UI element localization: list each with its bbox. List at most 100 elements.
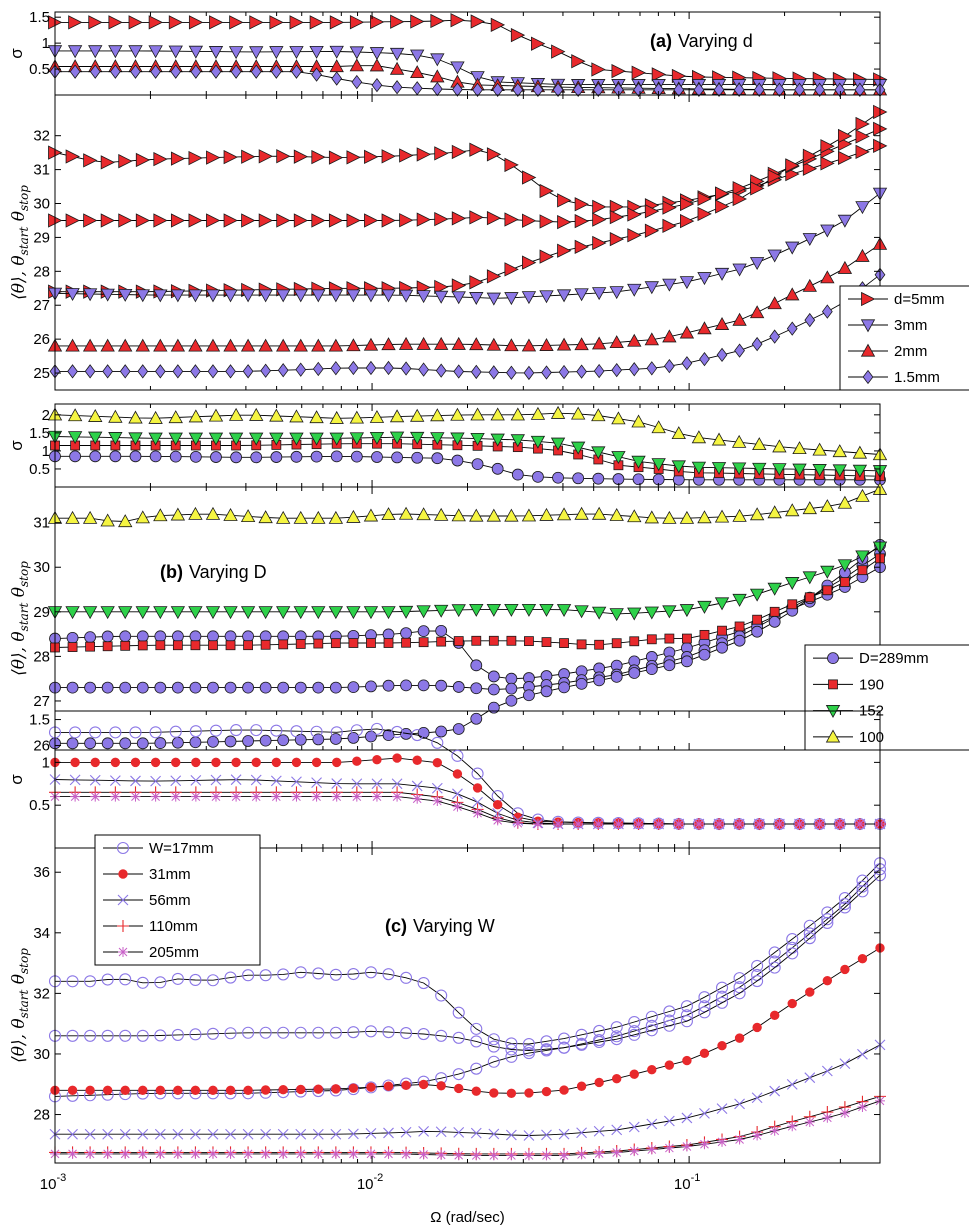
data-point-c-theta-1-0-35 — [664, 1060, 675, 1070]
panel-b-sigma-plot: 0.511.52 σ — [7, 403, 888, 488]
data-point-b-theta-0-1-10 — [224, 681, 237, 694]
data-point-a-theta-1-0-1 — [65, 288, 80, 301]
data-point-c-theta-4-0-41 — [769, 1125, 780, 1136]
data-point-a-theta-0-1-30 — [574, 213, 589, 229]
data-point-b-theta-1-0-6 — [155, 640, 166, 651]
data-point-b-theta-2-0-4 — [118, 606, 133, 620]
data-point-b-theta-0-1-9 — [207, 681, 219, 694]
data-point-c-theta-0-0-10 — [224, 971, 237, 984]
data-point-c-theta-0-0-6 — [154, 976, 167, 989]
data-point-b-theta-2-0-17 — [346, 606, 361, 620]
data-point-c-sigma-1-0-16 — [372, 754, 382, 765]
data-point-a-sigma-3-0-9 — [230, 64, 242, 79]
data-point-a-theta-1-0-28 — [539, 290, 554, 304]
data-point-c-theta-2-0-2 — [84, 1128, 96, 1140]
data-point-a-theta-2-0-37 — [697, 321, 712, 335]
data-point-b-theta-2-0-3 — [100, 606, 115, 620]
data-point-c-sigma-1-0-22 — [492, 800, 503, 810]
data-point-c-theta-0-1-10 — [224, 1027, 237, 1040]
data-point-b-theta-3-0-33 — [627, 509, 642, 523]
data-point-a-theta-0-0-45 — [837, 150, 853, 166]
data-point-c-theta-0-2-23 — [452, 1068, 465, 1081]
series-b-theta-0 — [49, 539, 886, 750]
data-point-a-theta-1-0-2 — [82, 288, 98, 302]
data-point-a-sigma-3-0-4 — [130, 64, 141, 79]
data-point-c-theta-0-1-8 — [189, 1028, 202, 1041]
data-point-b-sigma-2-0-32 — [691, 461, 707, 475]
data-point-b-theta-0-2-26 — [505, 694, 518, 707]
data-point-b-theta-2-0-40 — [749, 588, 765, 602]
data-point-a-theta-0-1-26 — [504, 212, 519, 227]
data-point-c-sigma-4-0-24 — [532, 819, 543, 830]
ytick-label-b-sigma-0: 0.5 — [29, 461, 50, 478]
ytick-label-a-theta-4: 29 — [33, 229, 50, 246]
data-point-c-theta-1-0-20 — [401, 1080, 411, 1091]
data-point-b-theta-0-1-22 — [435, 679, 448, 692]
data-point-a-sigma-0-0-1 — [68, 15, 83, 30]
data-point-b-sigma-3-0-39 — [832, 444, 847, 458]
data-point-c-theta-0-1-25 — [487, 1040, 500, 1053]
data-point-b-sigma-0-0-1 — [69, 450, 82, 463]
data-point-c-sigma-0-0-18 — [411, 728, 424, 742]
data-point-c-sigma-2-0-7 — [190, 775, 202, 786]
data-point-c-theta-4-0-36 — [681, 1141, 692, 1152]
data-point-a-theta-0-1-6 — [153, 213, 168, 228]
data-point-c-theta-4-0-22 — [436, 1149, 447, 1160]
data-point-b-theta-3-0-38 — [714, 509, 730, 523]
data-point-c-theta-0-0-7 — [171, 972, 184, 985]
data-point-b-theta-0-0-20 — [400, 627, 412, 639]
data-point-a-theta-2-0-6 — [153, 338, 168, 352]
data-point-b-sigma-2-0-11 — [269, 432, 284, 446]
series-line-a-theta-0-1 — [55, 128, 881, 223]
data-point-a-theta-1-0-38 — [714, 267, 730, 281]
data-point-c-sigma-0-0-5 — [149, 726, 162, 739]
data-point-c-sigma-0-0-17 — [391, 725, 404, 739]
data-point-b-sigma-2-0-28 — [611, 451, 626, 465]
data-point-c-theta-1-0-43 — [805, 987, 815, 997]
data-point-a-theta-0-1-32 — [609, 209, 625, 225]
ytick-label-c-sigma-2: 1.5 — [29, 712, 50, 729]
legend-label-b-3: 100 — [859, 729, 884, 746]
data-point-b-theta-3-0-43 — [802, 501, 817, 515]
data-point-c-sigma-0-0-3 — [109, 726, 122, 739]
data-point-a-theta-0-2-36 — [680, 213, 695, 229]
data-point-a-theta-0-2-45 — [837, 128, 853, 144]
data-point-b-theta-1-0-9 — [208, 640, 218, 651]
data-point-c-sigma-4-0-7 — [190, 791, 201, 802]
data-point-a-sigma-2-0-17 — [389, 61, 405, 75]
data-point-b-theta-0-2-6 — [154, 737, 167, 749]
data-point-c-sigma-4-0-21 — [472, 808, 483, 819]
data-point-b-theta-1-0-46 — [857, 565, 868, 576]
data-point-b-sigma-3-0-38 — [812, 442, 827, 456]
data-point-c-theta-4-0-46 — [857, 1101, 868, 1112]
panel-annotation-text-b: Varying D — [189, 562, 267, 582]
data-point-b-theta-1-0-35 — [664, 633, 675, 644]
data-point-a-sigma-3-0-14 — [331, 71, 343, 86]
data-point-b-sigma-3-0-5 — [148, 410, 163, 424]
ytick-label-b-sigma-3: 2 — [42, 407, 50, 424]
legend-marker-a-2 — [860, 343, 876, 357]
data-point-b-theta-1-0-27 — [524, 636, 534, 647]
series-line-c-theta-3-0 — [55, 1095, 881, 1155]
data-point-b-theta-1-0-10 — [225, 640, 236, 651]
data-point-c-theta-2-0-26 — [505, 1129, 517, 1141]
data-point-b-theta-0-0-22 — [435, 624, 448, 637]
data-point-a-theta-2-0-39 — [732, 312, 747, 326]
data-point-a-sigma-1-0-2 — [88, 45, 103, 59]
data-point-b-theta-1-0-11 — [243, 640, 253, 651]
data-point-a-sigma-2-0-16 — [369, 58, 385, 72]
data-point-a-theta-1-0-41 — [767, 249, 782, 263]
series-c-theta-4 — [50, 1095, 885, 1161]
data-point-c-theta-0-1-17 — [347, 1026, 360, 1039]
data-point-c-theta-0-2-41 — [768, 961, 781, 974]
data-point-a-theta-0-1-15 — [311, 213, 326, 228]
data-point-a-theta-0-0-3 — [100, 155, 116, 170]
data-point-c-sigma-4-0-33 — [714, 819, 725, 830]
data-point-c-theta-0-0-8 — [189, 973, 202, 987]
data-point-c-sigma-2-0-1 — [69, 774, 81, 786]
data-point-c-theta-2-0-27 — [523, 1130, 535, 1141]
data-point-c-sigma-4-0-13 — [311, 791, 322, 802]
data-point-c-theta-2-0-40 — [751, 1092, 763, 1104]
data-point-a-sigma-1-0-12 — [289, 46, 304, 59]
data-point-a-sigma-0-0-21 — [470, 14, 485, 29]
